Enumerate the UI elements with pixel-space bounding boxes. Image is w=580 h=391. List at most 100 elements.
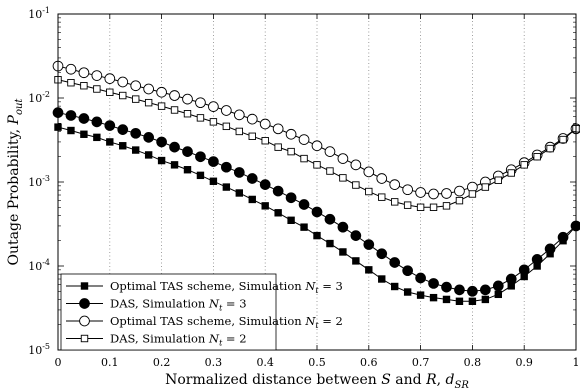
x-tick-label: 0.5 — [308, 356, 326, 369]
data-point — [313, 161, 321, 169]
data-point — [274, 209, 282, 217]
data-point — [531, 253, 543, 265]
data-point — [78, 67, 90, 79]
data-point — [494, 176, 502, 184]
data-point — [324, 146, 336, 157]
data-point — [352, 181, 360, 189]
data-point — [402, 184, 414, 196]
data-point — [507, 169, 515, 177]
data-point — [492, 280, 504, 292]
x-tick-label: 0.1 — [101, 356, 119, 369]
y-tick-label: 10-2 — [28, 90, 50, 105]
data-point — [246, 113, 258, 125]
data-point — [352, 257, 360, 265]
data-point — [259, 118, 271, 130]
data-point — [455, 297, 464, 305]
data-point — [261, 137, 269, 145]
data-point — [80, 130, 88, 138]
x-tick-label: 0.8 — [464, 356, 482, 369]
data-point — [363, 166, 375, 178]
data-point — [365, 187, 373, 196]
data-point — [106, 88, 114, 96]
data-point — [182, 93, 193, 105]
data-point — [326, 239, 334, 248]
legend-box — [60, 273, 277, 351]
data-point — [65, 110, 77, 121]
data-point — [415, 187, 426, 198]
data-point — [429, 203, 438, 211]
data-point — [365, 266, 373, 274]
data-point — [505, 273, 517, 285]
data-point — [144, 98, 153, 107]
data-point — [195, 97, 206, 109]
data-point — [208, 156, 219, 167]
data-point — [376, 173, 388, 184]
y-tick-label: 10-3 — [28, 174, 50, 189]
data-point — [156, 136, 167, 148]
data-point — [170, 161, 179, 169]
data-point — [274, 143, 282, 151]
data-point — [350, 230, 362, 241]
data-point — [170, 106, 179, 114]
data-series — [52, 60, 580, 305]
x-tick-label: 0.2 — [153, 356, 171, 369]
x-tick-label: 0.9 — [515, 356, 533, 369]
legend-marker — [79, 298, 90, 309]
data-point — [300, 154, 308, 163]
data-point — [403, 201, 412, 209]
data-point — [520, 161, 528, 169]
data-point — [311, 140, 323, 152]
data-point — [442, 202, 451, 210]
data-point — [233, 167, 245, 178]
data-point — [117, 76, 129, 88]
data-point — [169, 141, 180, 153]
data-point — [441, 188, 452, 199]
data-point — [454, 185, 465, 197]
data-point — [378, 275, 386, 283]
data-point — [480, 284, 491, 296]
data-point — [196, 114, 205, 122]
data-point — [182, 146, 193, 157]
data-point — [93, 133, 101, 142]
data-point — [544, 243, 556, 255]
data-point — [337, 153, 349, 164]
data-point — [222, 122, 231, 131]
data-point — [339, 248, 347, 256]
data-point — [143, 132, 155, 143]
data-point — [378, 193, 386, 201]
legend-entry: Optimal TAS scheme, Simulation Nt = 2 — [66, 314, 343, 330]
data-point — [131, 146, 140, 154]
x-tick-label: 0 — [55, 356, 62, 369]
data-point — [428, 278, 439, 289]
data-point — [287, 147, 295, 156]
data-point — [93, 85, 101, 93]
x-tick-label: 1 — [573, 356, 580, 369]
data-point — [298, 199, 310, 210]
data-point — [324, 213, 336, 225]
data-point — [326, 167, 334, 175]
data-point — [130, 80, 142, 92]
data-point — [104, 120, 116, 131]
data-point — [376, 248, 388, 260]
data-point — [559, 135, 567, 144]
data-point — [209, 177, 218, 185]
data-point — [391, 198, 399, 206]
data-point — [311, 206, 323, 218]
data-point — [119, 142, 127, 150]
data-point — [117, 124, 129, 135]
series-4 — [54, 76, 580, 211]
data-point — [246, 173, 258, 184]
legend-marker — [79, 315, 90, 327]
data-point — [429, 293, 438, 302]
data-point — [248, 132, 256, 140]
data-point — [441, 281, 452, 293]
legend: Optimal TAS scheme, Simulation Nt = 3 DAS… — [60, 273, 343, 351]
data-point — [183, 166, 192, 174]
data-point — [67, 126, 75, 135]
data-point — [533, 153, 541, 161]
x-tick-label: 0.6 — [360, 356, 378, 369]
legend-label: Optimal TAS scheme, Simulation Nt = 3 — [110, 279, 343, 295]
data-point — [91, 116, 103, 128]
data-point — [285, 128, 297, 140]
